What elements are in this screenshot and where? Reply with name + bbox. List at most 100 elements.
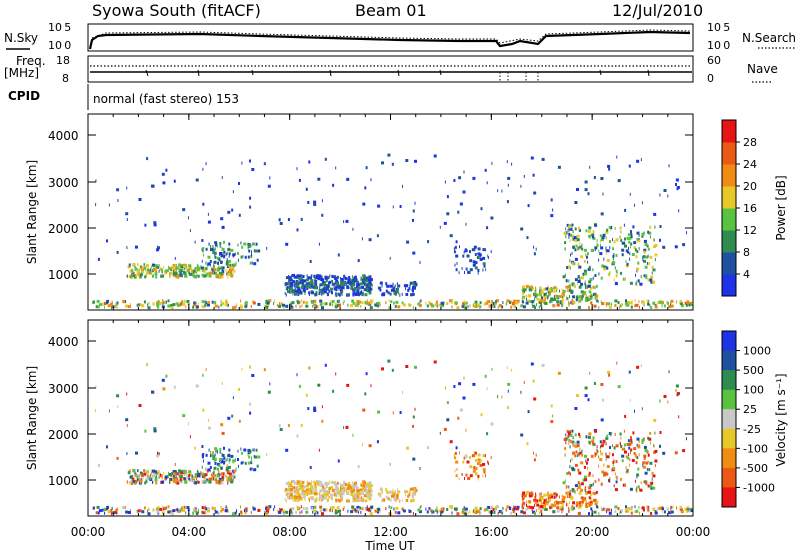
echo-cell [574, 407, 578, 410]
velocity-colorbar-tick-label: -500 [743, 462, 768, 475]
echo-cell [467, 305, 469, 309]
echo-cell [312, 285, 316, 289]
echo-cell [459, 451, 460, 455]
echo-cell [661, 304, 663, 308]
echo-cell [217, 261, 219, 265]
echo-cell [652, 486, 656, 490]
echo-cell [603, 257, 605, 261]
echo-cell [226, 466, 228, 470]
echo-cell [368, 288, 372, 292]
echo-cell [464, 477, 465, 480]
echo-cell [439, 225, 441, 229]
echo-cell [507, 382, 511, 386]
echo-cell [561, 498, 565, 502]
echo-cell [522, 491, 526, 495]
echo-cell [649, 509, 651, 513]
echo-cell [320, 275, 323, 279]
echo-cell [506, 505, 510, 509]
echo-cell [589, 278, 593, 281]
echo-cell [652, 301, 656, 305]
echo-cell [356, 299, 360, 303]
echo-cell [137, 469, 138, 473]
echo-cell [507, 389, 509, 393]
echo-cell [218, 305, 220, 309]
echo-cell [621, 454, 625, 458]
echo-cell [136, 509, 138, 513]
echo-cell [171, 266, 174, 270]
echo-cell [609, 271, 611, 275]
echo-cell [469, 510, 471, 514]
echo-cell [578, 245, 582, 249]
echo-cell [689, 509, 693, 512]
echo-cell [241, 451, 244, 455]
echo-cell [216, 268, 220, 272]
echo-cell [219, 447, 222, 451]
echo-cell [347, 303, 349, 307]
echo-cell [354, 288, 357, 292]
echo-cell [584, 454, 587, 458]
echo-cell [157, 451, 158, 455]
echo-cell [479, 254, 481, 258]
echo-cell [114, 510, 118, 514]
echo-cell [335, 485, 339, 489]
echo-cell [166, 476, 168, 480]
echo-cell [412, 415, 415, 419]
echo-cell [652, 268, 656, 272]
echo-cell [139, 303, 142, 307]
echo-cell [315, 276, 319, 279]
echo-cell [132, 477, 134, 481]
echo-cell [482, 468, 486, 472]
echo-cell [428, 301, 431, 305]
echo-cell [167, 510, 171, 514]
velocity-colorbar-segment [722, 487, 736, 508]
echo-cell [188, 473, 192, 477]
echo-cell [162, 387, 166, 391]
echo-cell [205, 301, 208, 305]
echo-cell [285, 510, 289, 514]
echo-cell [318, 495, 322, 498]
echo-cell [582, 497, 584, 501]
echo-cell [550, 495, 554, 499]
echo-cell [593, 498, 597, 502]
echo-cell [202, 202, 205, 206]
echo-cell [514, 305, 516, 309]
echo-cell [412, 285, 414, 289]
echo-cell [189, 272, 192, 276]
echo-cell [588, 280, 592, 284]
echo-cell [506, 508, 508, 512]
echo-cell [556, 506, 560, 510]
power-colorbar-segment [722, 120, 736, 143]
echo-cell [346, 487, 348, 491]
echo-cell [223, 254, 226, 258]
echo-cell [640, 364, 642, 368]
echo-cell [175, 266, 178, 270]
echo-cell [545, 493, 549, 497]
echo-cell [221, 478, 223, 482]
echo-cell [611, 262, 613, 266]
echo-cell [419, 506, 421, 510]
echo-cell [543, 292, 546, 296]
echo-cell [575, 450, 578, 454]
echo-cell [117, 199, 119, 202]
echo-cell [592, 482, 594, 486]
echo-cell [127, 511, 131, 514]
echo-cell [522, 285, 526, 289]
echo-cell [166, 270, 168, 274]
echo-cell [137, 509, 140, 513]
echo-cell [497, 189, 499, 193]
echo-cell [420, 505, 422, 509]
echo-cell [139, 479, 143, 483]
echo-cell [152, 474, 156, 477]
echo-cell [454, 301, 458, 305]
echo-cell [361, 491, 365, 495]
echo-cell [414, 159, 417, 163]
echo-cell [634, 304, 637, 308]
echo-cell [543, 287, 546, 291]
echo-cell [554, 298, 557, 301]
echo-cell [575, 298, 578, 302]
echo-cell [296, 285, 300, 289]
echo-cell [615, 254, 618, 257]
echo-cell [506, 406, 509, 410]
echo-cell [630, 305, 633, 309]
echo-cell [549, 498, 552, 502]
